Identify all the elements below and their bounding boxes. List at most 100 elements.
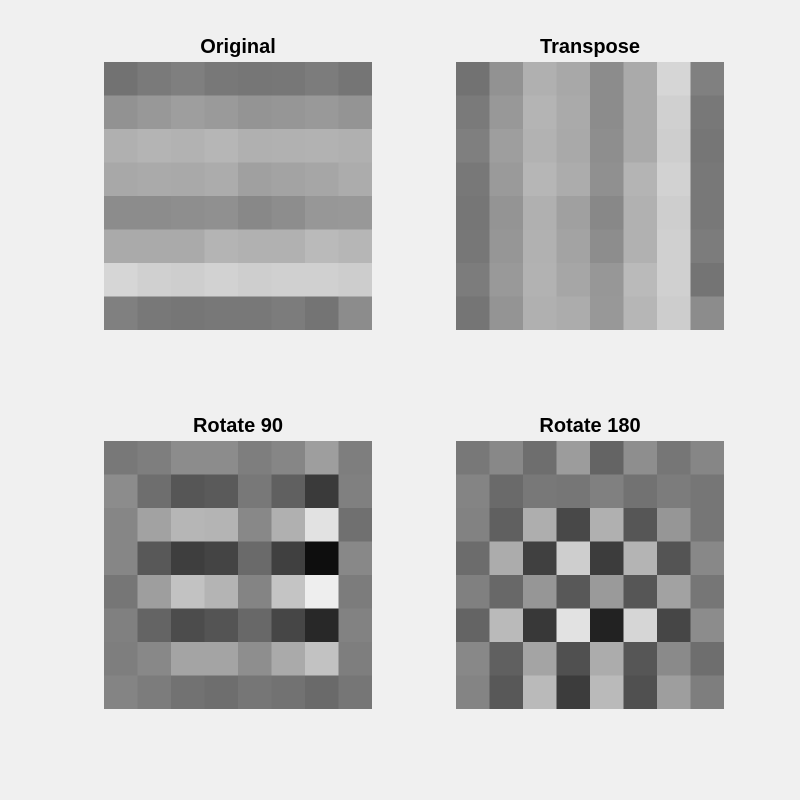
- cell-r3-c1: [489, 162, 524, 197]
- cell-r6-c1: [137, 263, 172, 298]
- cell-r7-c7: [690, 675, 724, 709]
- cell-r2-c6: [305, 508, 340, 543]
- cell-r3-c4: [590, 541, 625, 576]
- cell-r1-c0: [104, 474, 139, 509]
- cell-r0-c1: [489, 441, 524, 476]
- cell-r6-c5: [271, 263, 306, 298]
- cell-r1-c7: [338, 474, 372, 509]
- cell-r5-c4: [238, 608, 273, 643]
- cell-r5-c2: [523, 608, 558, 643]
- cell-r5-c4: [590, 608, 625, 643]
- cell-r2-c2: [523, 129, 558, 164]
- cell-r1-c6: [657, 474, 692, 509]
- cell-r7-c7: [690, 296, 724, 330]
- cell-r5-c7: [338, 608, 372, 643]
- cell-r2-c1: [489, 508, 524, 543]
- cell-r1-c1: [489, 95, 524, 130]
- cell-r5-c0: [456, 229, 491, 264]
- cell-r2-c4: [590, 129, 625, 164]
- cell-r4-c0: [104, 575, 139, 610]
- cell-r6-c2: [171, 263, 206, 298]
- cell-r2-c1: [137, 129, 172, 164]
- cell-r4-c3: [204, 575, 239, 610]
- cell-r0-c0: [104, 62, 139, 97]
- cell-r6-c0: [456, 263, 491, 298]
- cell-r4-c4: [238, 575, 273, 610]
- cell-r7-c2: [171, 296, 206, 330]
- cell-r7-c4: [590, 675, 625, 709]
- cell-r5-c2: [171, 608, 206, 643]
- cell-r4-c5: [623, 575, 658, 610]
- cell-r1-c7: [690, 474, 724, 509]
- cell-r6-c7: [690, 263, 724, 298]
- cell-r7-c4: [238, 296, 273, 330]
- cell-r6-c7: [338, 642, 372, 677]
- cell-r7-c6: [305, 675, 340, 709]
- cell-r0-c7: [338, 441, 372, 476]
- cell-r2-c7: [690, 508, 724, 543]
- cell-r3-c6: [305, 162, 340, 197]
- cell-r6-c6: [305, 642, 340, 677]
- cell-r2-c5: [623, 508, 658, 543]
- cell-r3-c0: [456, 541, 491, 576]
- cell-r5-c1: [137, 608, 172, 643]
- cell-r5-c7: [690, 608, 724, 643]
- cell-r1-c3: [556, 95, 591, 130]
- cell-r0-c4: [238, 441, 273, 476]
- cell-r6-c5: [623, 642, 658, 677]
- cell-r2-c2: [171, 508, 206, 543]
- cell-r1-c0: [456, 95, 491, 130]
- cell-r6-c4: [590, 263, 625, 298]
- cell-r2-c5: [271, 508, 306, 543]
- cell-r3-c5: [623, 162, 658, 197]
- cell-r7-c1: [137, 675, 172, 709]
- cell-r6-c0: [104, 642, 139, 677]
- cell-r5-c6: [657, 608, 692, 643]
- cell-r7-c1: [489, 296, 524, 330]
- cell-r0-c1: [489, 62, 524, 97]
- cell-r7-c6: [657, 675, 692, 709]
- cell-r4-c5: [623, 196, 658, 231]
- cell-r0-c6: [657, 441, 692, 476]
- cell-r3-c1: [489, 541, 524, 576]
- cell-r1-c3: [204, 474, 239, 509]
- cell-r7-c5: [271, 296, 306, 330]
- cell-r5-c6: [305, 229, 340, 264]
- cell-r3-c5: [271, 162, 306, 197]
- cell-r3-c7: [338, 162, 372, 197]
- cell-r0-c3: [204, 62, 239, 97]
- cell-r1-c4: [590, 95, 625, 130]
- cell-r0-c4: [590, 62, 625, 97]
- cell-r1-c6: [305, 474, 340, 509]
- cell-r7-c5: [623, 296, 658, 330]
- cell-r4-c0: [104, 196, 139, 231]
- cell-r7-c1: [489, 675, 524, 709]
- cell-r3-c2: [523, 541, 558, 576]
- cell-r7-c2: [523, 296, 558, 330]
- cell-r0-c7: [690, 62, 724, 97]
- cell-r5-c0: [456, 608, 491, 643]
- cell-r3-c2: [171, 162, 206, 197]
- cell-r2-c1: [137, 508, 172, 543]
- cell-r6-c1: [489, 642, 524, 677]
- cell-r4-c7: [338, 575, 372, 610]
- cell-r3-c2: [523, 162, 558, 197]
- cell-r3-c4: [238, 162, 273, 197]
- cell-r5-c2: [171, 229, 206, 264]
- cell-r0-c5: [623, 441, 658, 476]
- cell-r7-c3: [204, 296, 239, 330]
- cell-r4-c1: [137, 575, 172, 610]
- cell-r4-c6: [305, 196, 340, 231]
- cell-r6-c3: [556, 263, 591, 298]
- cell-r1-c2: [171, 95, 206, 130]
- cell-r7-c2: [523, 675, 558, 709]
- cell-r3-c5: [271, 541, 306, 576]
- cell-r3-c7: [690, 541, 724, 576]
- cell-r5-c3: [556, 608, 591, 643]
- cell-r0-c3: [556, 441, 591, 476]
- cell-r0-c1: [137, 62, 172, 97]
- cell-r4-c7: [690, 575, 724, 610]
- cell-r3-c1: [137, 162, 172, 197]
- cell-r2-c5: [623, 129, 658, 164]
- cell-r5-c3: [556, 229, 591, 264]
